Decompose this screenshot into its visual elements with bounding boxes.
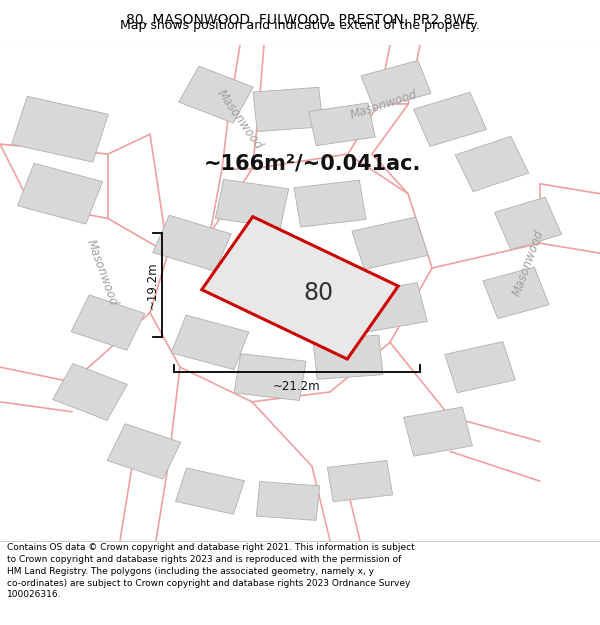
Polygon shape: [313, 335, 383, 379]
Text: Contains OS data © Crown copyright and database right 2021. This information is : Contains OS data © Crown copyright and d…: [7, 543, 415, 599]
Text: Masonwood: Masonwood: [510, 228, 546, 298]
Polygon shape: [176, 468, 244, 514]
Text: 80, MASONWOOD, FULWOOD, PRESTON, PR2 8WE: 80, MASONWOOD, FULWOOD, PRESTON, PR2 8WE: [125, 12, 475, 27]
Text: Masonwood: Masonwood: [349, 88, 419, 121]
Text: ~21.2m: ~21.2m: [273, 379, 321, 392]
Polygon shape: [483, 267, 549, 319]
Polygon shape: [17, 163, 103, 224]
Text: ~19.2m: ~19.2m: [146, 262, 159, 309]
Polygon shape: [171, 315, 249, 369]
Polygon shape: [11, 96, 109, 162]
Polygon shape: [294, 180, 366, 227]
Polygon shape: [328, 461, 392, 502]
Polygon shape: [179, 66, 253, 123]
Polygon shape: [361, 61, 431, 109]
Polygon shape: [234, 354, 306, 401]
Polygon shape: [202, 217, 398, 359]
Text: ~166m²/~0.041ac.: ~166m²/~0.041ac.: [203, 154, 421, 174]
Polygon shape: [445, 342, 515, 392]
Polygon shape: [413, 92, 487, 146]
Polygon shape: [107, 424, 181, 479]
Polygon shape: [215, 179, 289, 228]
Polygon shape: [71, 295, 145, 350]
Polygon shape: [494, 197, 562, 249]
Polygon shape: [253, 88, 323, 131]
Polygon shape: [352, 217, 428, 269]
Text: Masonwood: Masonwood: [215, 87, 265, 152]
Polygon shape: [53, 364, 127, 421]
Polygon shape: [309, 103, 375, 146]
Text: 80: 80: [303, 281, 333, 305]
Polygon shape: [455, 136, 529, 192]
Text: Map shows position and indicative extent of the property.: Map shows position and indicative extent…: [120, 19, 480, 32]
Text: Masonwood: Masonwood: [84, 238, 120, 308]
Polygon shape: [353, 282, 427, 332]
Polygon shape: [153, 215, 231, 271]
Polygon shape: [404, 407, 472, 456]
Polygon shape: [256, 481, 320, 521]
